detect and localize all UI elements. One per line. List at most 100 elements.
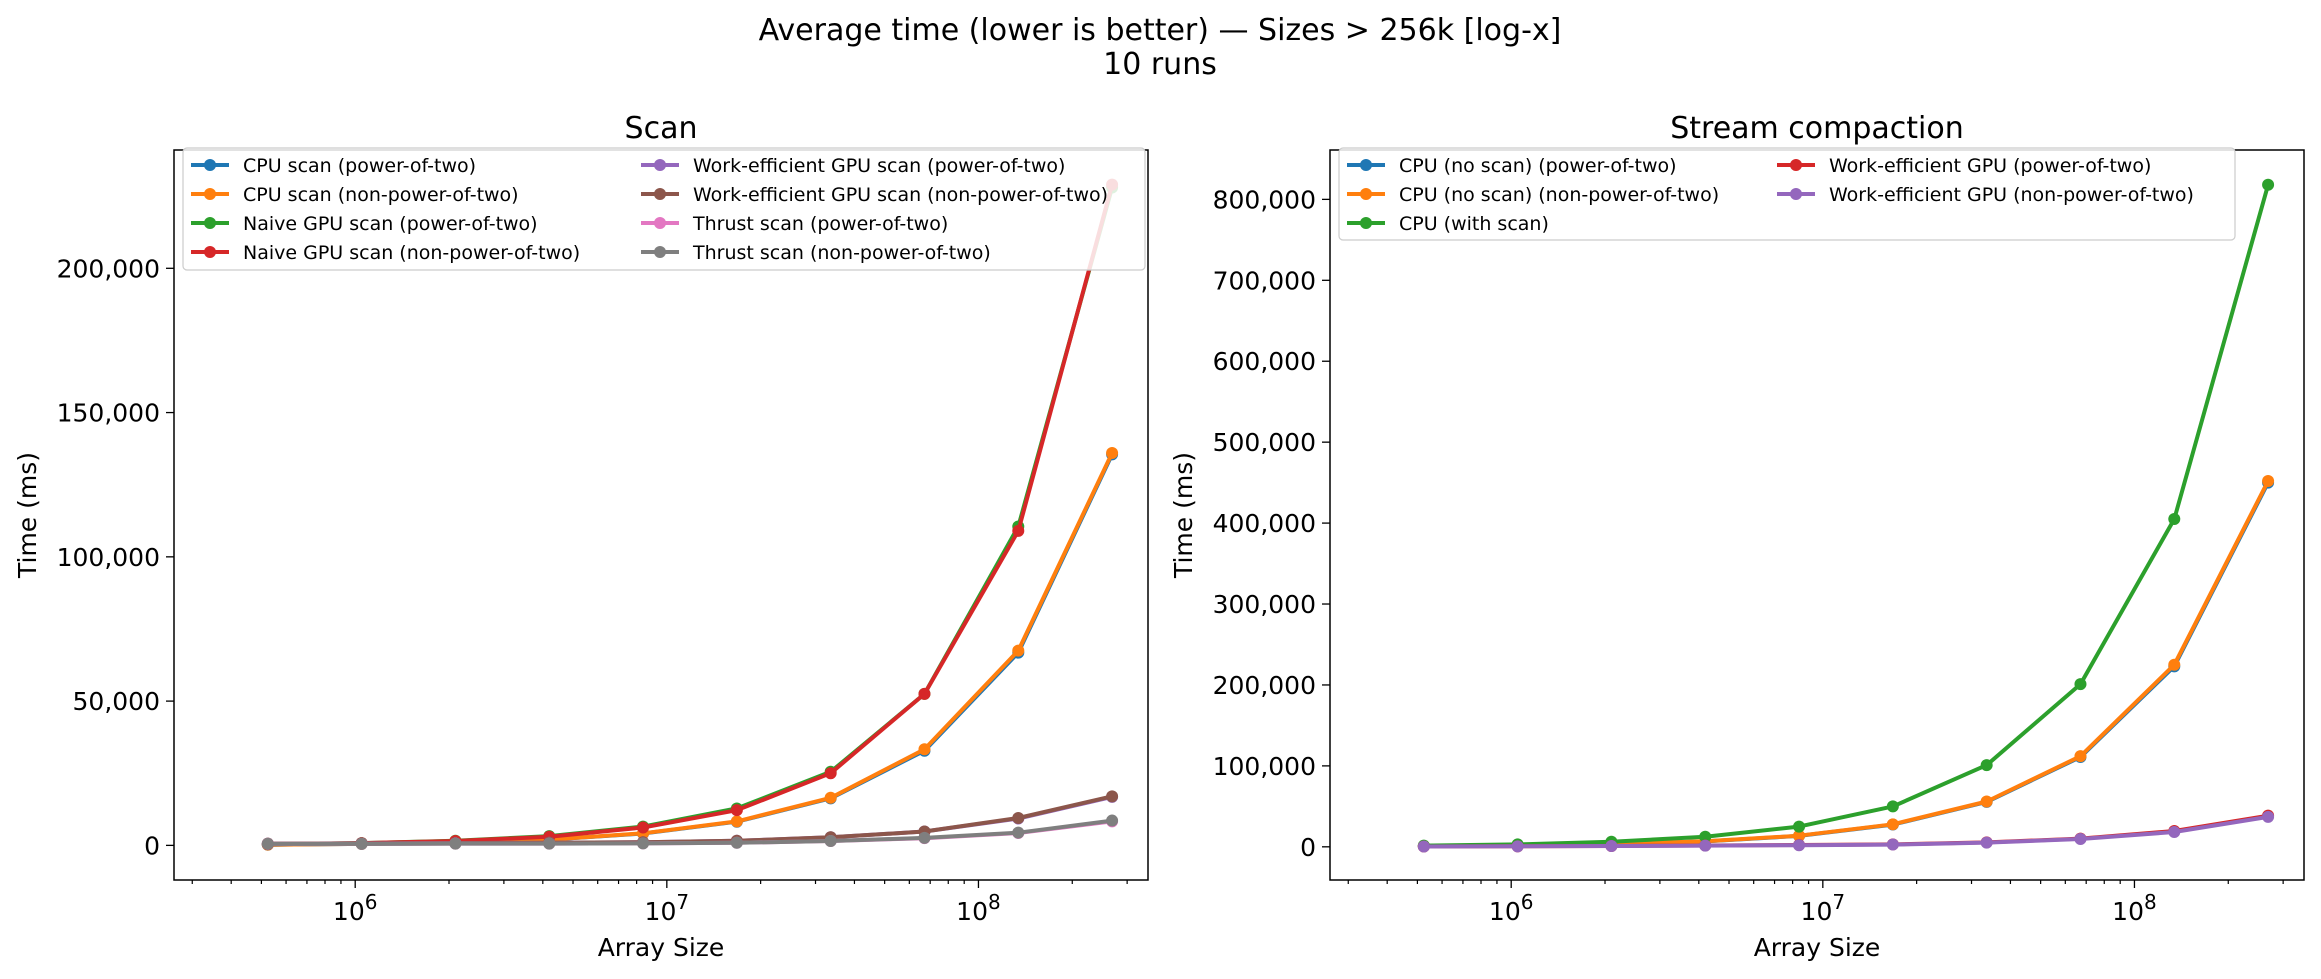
data-point-thrust-scan-non-power-of-two bbox=[824, 835, 837, 848]
data-point-cpu-with-scan bbox=[1886, 800, 1899, 813]
legend-label-cpu-scan-power-of-two: CPU scan (power-of-two) bbox=[243, 155, 476, 177]
stream-compaction-x-tick-label: 108 bbox=[2112, 890, 2157, 926]
data-point-cpu-no-scan-non-power-of-two bbox=[1886, 818, 1899, 831]
legend-marker-thrust-scan-power-of-two bbox=[654, 217, 666, 229]
series-line-thrust-scan-non-power-of-two bbox=[265, 818, 1115, 846]
data-point-work-efficient-gpu-non-power-of-two bbox=[2262, 810, 2275, 823]
data-point-work-efficient-gpu-non-power-of-two bbox=[1886, 838, 1899, 851]
data-point-cpu-scan-non-power-of-two bbox=[1012, 644, 1025, 657]
data-point-naive-gpu-scan-non-power-of-two bbox=[1012, 524, 1025, 537]
series-line-cpu-scan-power-of-two bbox=[265, 452, 1115, 847]
data-point-naive-gpu-scan-non-power-of-two bbox=[730, 804, 743, 817]
legend-label-cpu-no-scan-power-of-two: CPU (no scan) (power-of-two) bbox=[1399, 155, 1677, 177]
data-point-cpu-scan-non-power-of-two bbox=[918, 743, 931, 756]
scan-y-tick-label: 0 bbox=[144, 831, 160, 860]
scan-panel: Scan Array Size Time (ms) 106 107 108 0 50,000 1… bbox=[13, 111, 1149, 962]
series-line-cpu-no-scan-non-power-of-two bbox=[1421, 479, 2271, 849]
series-line-naive-gpu-scan-power-of-two bbox=[265, 185, 1115, 847]
legend-label-work-efficient-gpu-power-of-two: Work-efficient GPU (power-of-two) bbox=[1829, 155, 2151, 177]
scan-title: Scan bbox=[625, 111, 698, 146]
data-point-naive-gpu-scan-non-power-of-two bbox=[918, 687, 931, 700]
data-point-work-efficient-gpu-non-power-of-two bbox=[1793, 839, 1806, 852]
data-point-cpu-with-scan bbox=[2168, 513, 2181, 526]
data-point-naive-gpu-scan-non-power-of-two bbox=[637, 821, 650, 834]
data-point-thrust-scan-non-power-of-two bbox=[543, 837, 556, 850]
series-line-cpu-scan-non-power-of-two bbox=[265, 451, 1115, 847]
series-line-work-efficient-gpu-non-power-of-two bbox=[1421, 814, 2271, 849]
scan-legend-box bbox=[182, 147, 1146, 271]
data-point-cpu-no-scan-non-power-of-two bbox=[2168, 658, 2181, 671]
scan-y-tick-label: 100,000 bbox=[57, 543, 160, 572]
legend-marker-naive-gpu-scan-power-of-two bbox=[204, 217, 216, 229]
scan-y-tick-label: 50,000 bbox=[73, 687, 160, 716]
data-point-thrust-scan-non-power-of-two bbox=[918, 831, 931, 844]
data-point-cpu-with-scan bbox=[2074, 678, 2087, 691]
data-point-naive-gpu-scan-non-power-of-two bbox=[824, 767, 837, 780]
data-point-cpu-with-scan bbox=[1793, 820, 1806, 833]
stream-compaction-y-axis-label: Time (ms) bbox=[1169, 452, 1198, 579]
stream-compaction-y-tick-label: 500,000 bbox=[1213, 428, 1316, 457]
data-point-thrust-scan-non-power-of-two bbox=[449, 837, 462, 850]
scan-x-tick-label: 107 bbox=[645, 890, 690, 926]
data-point-cpu-with-scan bbox=[1980, 759, 1993, 772]
scan-x-tick-label: 108 bbox=[956, 890, 1001, 926]
data-point-work-efficient-gpu-non-power-of-two bbox=[2168, 826, 2181, 839]
data-point-thrust-scan-non-power-of-two bbox=[355, 837, 368, 850]
stream-compaction-y-tick-label: 600,000 bbox=[1213, 347, 1316, 376]
legend-marker-work-efficient-gpu-power-of-two bbox=[1790, 159, 1802, 171]
stream-compaction-y-tick-label: 100,000 bbox=[1213, 752, 1316, 781]
stream-compaction-y-tick-label: 200,000 bbox=[1213, 671, 1316, 700]
stream-compaction-x-tick-label: 106 bbox=[1489, 890, 1534, 926]
scan-plot-area bbox=[261, 178, 1119, 851]
data-point-cpu-with-scan bbox=[2262, 178, 2275, 191]
scan-x-axis-label: Array Size bbox=[598, 933, 725, 962]
stream-compaction-y-tick-label: 800,000 bbox=[1213, 185, 1316, 214]
legend-marker-work-efficient-gpu-scan-power-of-two bbox=[654, 159, 666, 171]
data-point-thrust-scan-non-power-of-two bbox=[1106, 814, 1119, 827]
legend-marker-cpu-scan-power-of-two bbox=[204, 159, 216, 171]
data-point-cpu-with-scan bbox=[1699, 830, 1712, 843]
legend-marker-work-efficient-gpu-non-power-of-two bbox=[1790, 188, 1802, 200]
legend-marker-cpu-scan-non-power-of-two bbox=[204, 188, 216, 200]
series-line-naive-gpu-scan-non-power-of-two bbox=[265, 182, 1115, 847]
legend-label-cpu-with-scan: CPU (with scan) bbox=[1399, 213, 1549, 235]
legend-marker-thrust-scan-non-power-of-two bbox=[654, 246, 666, 258]
stream-compaction-x-tick-label: 107 bbox=[1801, 890, 1846, 926]
legend-label-work-efficient-gpu-scan-power-of-two: Work-efficient GPU scan (power-of-two) bbox=[693, 155, 1065, 177]
data-point-work-efficient-gpu-non-power-of-two bbox=[1605, 840, 1618, 853]
series-line-cpu-no-scan-power-of-two bbox=[1421, 480, 2271, 849]
legend-marker-cpu-with-scan bbox=[1360, 217, 1372, 229]
data-point-cpu-no-scan-non-power-of-two bbox=[1980, 795, 1993, 808]
stream-compaction-y-tick-label: 300,000 bbox=[1213, 590, 1316, 619]
data-point-work-efficient-gpu-non-power-of-two bbox=[1511, 840, 1524, 853]
data-point-cpu-no-scan-non-power-of-two bbox=[2074, 750, 2087, 763]
legend-label-naive-gpu-scan-non-power-of-two: Naive GPU scan (non-power-of-two) bbox=[243, 242, 580, 264]
data-point-work-efficient-gpu-non-power-of-two bbox=[1417, 840, 1430, 853]
legend-marker-naive-gpu-scan-non-power-of-two bbox=[204, 246, 216, 258]
figure-title: Average time (lower is better) — Sizes >… bbox=[759, 13, 1562, 48]
data-point-work-efficient-gpu-scan-non-power-of-two bbox=[1106, 790, 1119, 803]
series-line-cpu-with-scan bbox=[1421, 182, 2271, 848]
legend-label-cpu-scan-non-power-of-two: CPU scan (non-power-of-two) bbox=[243, 184, 519, 206]
stream-compaction-y-tick-label: 700,000 bbox=[1213, 266, 1316, 295]
stream-compaction-x-axis-label: Array Size bbox=[1754, 933, 1881, 962]
data-point-thrust-scan-non-power-of-two bbox=[1012, 826, 1025, 839]
stream-compaction-plot-area bbox=[1417, 178, 2275, 853]
stream-compaction-axes-frame bbox=[1329, 149, 2305, 881]
legend-marker-work-efficient-gpu-scan-non-power-of-two bbox=[654, 188, 666, 200]
data-point-work-efficient-gpu-non-power-of-two bbox=[2074, 832, 2087, 845]
scan-y-tick-label: 150,000 bbox=[57, 399, 160, 428]
data-point-work-efficient-gpu-non-power-of-two bbox=[1980, 836, 1993, 849]
legend-label-thrust-scan-non-power-of-two: Thrust scan (non-power-of-two) bbox=[692, 242, 991, 264]
legend-label-cpu-no-scan-non-power-of-two: CPU (no scan) (non-power-of-two) bbox=[1399, 184, 1719, 206]
stream-compaction-panel: Stream compaction Array Size Time (ms) 106 1… bbox=[1169, 111, 2305, 962]
data-point-work-efficient-gpu-scan-non-power-of-two bbox=[1012, 811, 1025, 824]
legend-marker-cpu-no-scan-non-power-of-two bbox=[1360, 188, 1372, 200]
stream-compaction-y-tick-label: 0 bbox=[1300, 833, 1316, 862]
scan-x-tick-label: 106 bbox=[333, 890, 378, 926]
legend-label-naive-gpu-scan-power-of-two: Naive GPU scan (power-of-two) bbox=[243, 213, 538, 235]
legend-label-thrust-scan-power-of-two: Thrust scan (power-of-two) bbox=[692, 213, 948, 235]
legend-marker-cpu-no-scan-power-of-two bbox=[1360, 159, 1372, 171]
stream-compaction-y-tick-label: 400,000 bbox=[1213, 509, 1316, 538]
